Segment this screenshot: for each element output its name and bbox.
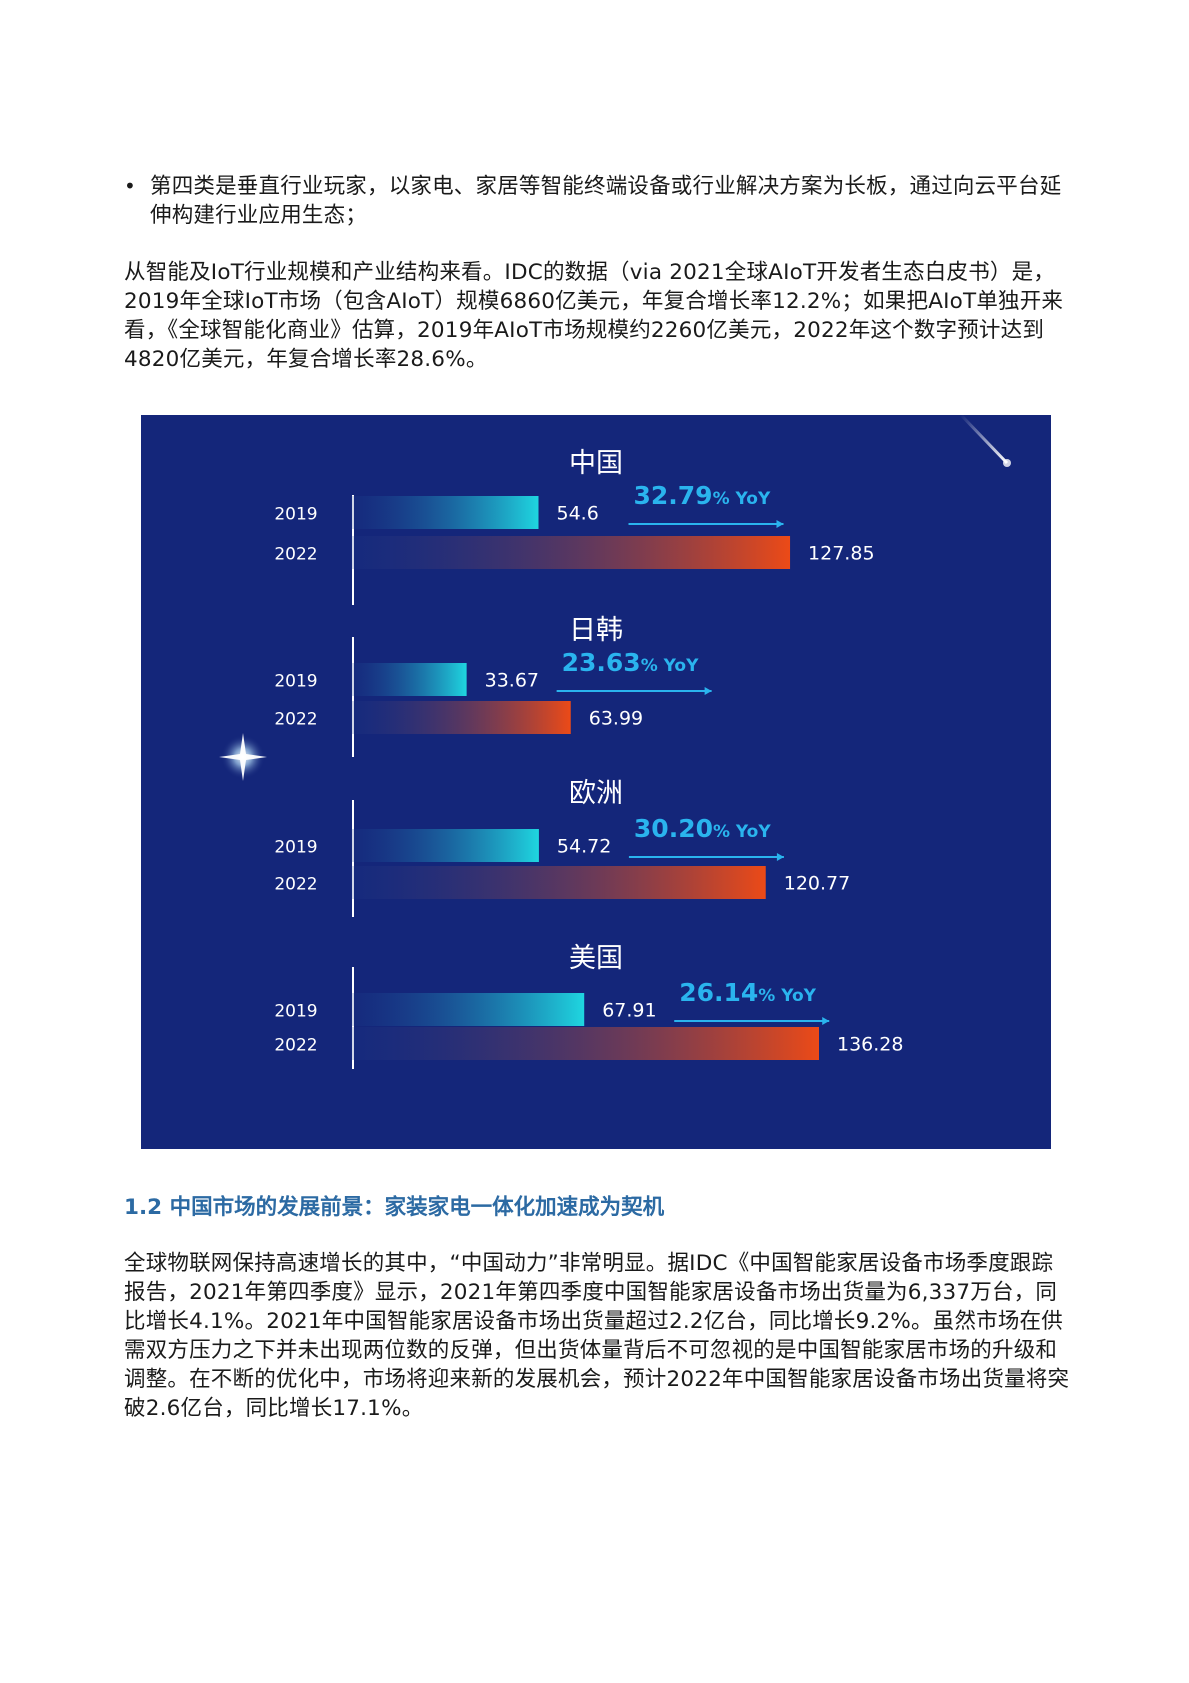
year-label: 2022 [274,1036,317,1056]
sparkle-star-icon [219,733,267,781]
bar-2019 [351,829,539,862]
yoy-arrow-head-icon [776,853,784,861]
value-label: 127.85 [808,543,874,565]
bar-2019 [351,993,585,1026]
region-group-4: 美国 2019 67.91 2022 136.28 26.14% YoY [274,943,903,1069]
section-title: 1.2 中国市场的发展前景：家装家电一体化加速成为契机 [124,1195,665,1220]
bar-2022 [351,866,766,899]
region-title: 中国 [569,448,623,479]
region-title: 日韩 [569,615,623,646]
paragraph-iot-scale: 从智能及IoT行业规模和产业结构来看。IDC的数据（via 2021全球AIoT… [124,260,1064,372]
region-group-3: 欧洲 2019 54.72 2022 120.77 30.20% YoY [274,778,850,917]
value-label: 136.28 [837,1034,903,1056]
year-label: 2019 [274,672,317,692]
yoy-arrow-head-icon [822,1017,830,1025]
yoy-value: 26.14 [679,978,758,1007]
yoy-suffix: % YoY [758,986,816,1006]
yoy-label: 32.79% YoY [634,481,771,510]
year-label: 2019 [274,1002,317,1022]
yoy-suffix: % YoY [713,822,771,842]
yoy-value: 30.20 [634,814,713,843]
yoy-arrow-head-icon [776,520,784,528]
bar-2022 [351,536,791,569]
bullet-text: 第四类是垂直行业玩家，以家电、家居等智能终端设备或行业解决方案为长板，通过向云平… [150,174,1062,228]
year-label: 2022 [274,545,317,565]
value-label: 54.72 [557,836,611,858]
yoy-label: 23.63% YoY [562,648,699,677]
yoy-value: 32.79 [634,481,713,510]
bar-2022 [351,701,571,734]
region-group-2: 日韩 2019 33.67 2022 63.99 23.63% YoY [274,615,712,757]
yoy-value: 23.63 [562,648,641,677]
region-group-1: 中国 2019 54.6 2022 127.85 32.79% YoY [274,448,875,605]
bar-2022 [351,1027,819,1060]
bullet-item: • 第四类是垂直行业玩家，以家电、家居等智能终端设备或行业解决方案为长板，通过向… [124,172,1074,230]
value-label: 67.91 [602,1000,656,1022]
value-label: 54.6 [557,503,599,525]
year-label: 2022 [274,710,317,730]
bar-2019 [351,663,467,696]
year-label: 2022 [274,875,317,895]
yoy-label: 30.20% YoY [634,814,771,843]
year-label: 2019 [274,505,317,525]
yoy-arrow-head-icon [704,687,712,695]
aiot-market-chart: 中国 2019 54.6 2022 127.85 32.79% YoY 日韩 2019 33.6… [141,415,1051,1149]
meteor-icon [959,415,1011,467]
paragraph-china-market: 全球物联网保持高速增长的其中，“中国动力”非常明显。据IDC《中国智能家居设备市… [124,1251,1070,1421]
value-label: 63.99 [589,708,643,730]
value-label: 120.77 [784,873,850,895]
region-title: 美国 [569,943,623,974]
yoy-suffix: % YoY [641,656,699,676]
value-label: 33.67 [485,670,539,692]
bullet-dot-icon: • [124,174,136,198]
bar-2019 [351,496,539,529]
yoy-label: 26.14% YoY [679,978,816,1007]
year-label: 2019 [274,838,317,858]
region-title: 欧洲 [569,778,623,809]
yoy-suffix: % YoY [713,489,771,509]
